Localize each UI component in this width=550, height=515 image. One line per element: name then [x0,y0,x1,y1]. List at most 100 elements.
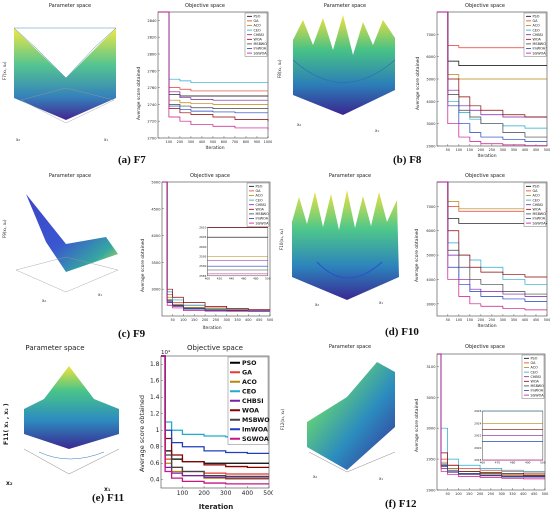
x-tick-label: 100 [177,490,189,497]
legend-label: GA [533,189,539,193]
objective-title: Objective space [465,173,505,179]
objective-ylabel: Average score obtained [415,398,420,452]
y-tick-label: 7000 [426,33,436,37]
surface-x1-label: x₁ [104,486,111,493]
x-tick-label: 150 [466,492,472,496]
inset-y-tick-label: 2600 [199,245,206,249]
objective-plot-f11: 0.4 0.6 0.8 1 1.2 1.4 1.6 1.8 100 200 300 400 500 10⁴… [150,349,273,497]
inset-x-tick-label: 460 [480,461,486,465]
y-tick-label: 0.6 [150,460,160,467]
y-tick-label: 5000 [426,254,436,258]
y-tick-label: 4000 [151,234,161,238]
legend-box [523,12,547,57]
panel-caption-f12: (f) F12 [385,498,417,510]
inset-box [207,227,269,277]
x-tick-label: 200 [477,492,483,496]
surface-plot-f8 [292,15,396,115]
series-line-sgwoa [162,181,270,312]
legend-label: CEO [256,198,264,202]
legend-label: MSBWO [533,42,547,46]
panel-f9: Parameter space F9(x₁, x₂) x₂ x₁ Objecti… [0,170,275,340]
legend-label: MSBWO [533,212,547,216]
x-tick-label: 300 [500,148,506,152]
panel-f7: Parameter space F7(x₁, x₂) x₂ x₁ Objecti… [0,0,275,170]
surface-x1-label: x₁ [379,300,383,305]
surface-x2-label: x₂ [16,137,20,142]
y-tick-label: 3050 [426,396,436,400]
y-tick-label: 1.8 [150,361,160,368]
legend-label: ACO [254,24,262,28]
series-line-imwoa [437,181,547,302]
x-tick-label: 400 [199,140,205,144]
legend-label: PSO [256,185,263,189]
panel-f8: Parameter space F8(x₁, x₂) x₂ x₁ Objecti… [275,0,550,170]
x-tick-label: 600 [221,140,227,144]
legend-label: MSBWO [531,384,545,388]
y-tick-label: 3100 [426,365,436,369]
x-tick-label: 500 [542,492,548,496]
surface-x2-label: x₂ [6,480,13,487]
x-tick-label: 300 [498,492,504,496]
x-tick-label: 200 [202,318,208,322]
surface-x2-label: x₂ [315,302,319,307]
series-line-ceo [437,181,547,285]
legend-label: WOA [242,407,259,414]
objective-plot-f10: 3000 4000 5000 6000 7000 50 100 150 200 250 300 350… [426,181,550,322]
surface-plot-f10 [292,190,399,300]
x-tick-label: 450 [256,318,262,322]
legend-label: PSO [242,360,257,367]
y-tick-label: 2000 [426,145,436,149]
y-tick-label: 4500 [151,207,161,211]
objective-xlabel: Iteration [477,324,497,329]
series-line-imwoa [437,353,545,478]
surface-zlabel: F11( x₁ , x₂ ) [3,403,10,445]
series-line-ga [437,353,545,473]
series-line-msbwo [437,11,547,138]
y-tick-label: 7000 [426,205,436,209]
x-tick-label: 100 [456,318,462,322]
x-tick-label: 200 [478,148,484,152]
x-tick-label: 500 [263,490,273,497]
x-tick-label: 500 [210,140,216,144]
y-tick-label: 5000 [426,78,436,82]
x-tick-label: 800 [243,140,249,144]
objective-xlabel: Iteration [198,503,234,511]
legend: PSO GA ACO CEO CHBSI WOA MSBWO ImWOA SGWOA [227,356,270,445]
surface-x1-label: x₁ [379,476,383,481]
y-tick-label: 6000 [426,229,436,233]
surface-zlabel: F10(x₁, x₂) [279,229,284,250]
surface-x1-label: x₁ [104,137,108,142]
x-tick-label: 300 [188,140,194,144]
x-tick-label: 200 [478,318,484,322]
inset-x-tick-label: 490 [525,461,531,465]
legend-box [521,354,545,399]
legend-label: CEO [531,370,539,374]
legend-label: SGWOA [254,51,268,55]
y-tick-label: 1.6 [150,377,160,384]
legend-label: WOA [531,380,540,384]
legend-label: CHBSI [254,33,264,37]
x-tick-label: 150 [467,148,473,152]
x-tick-label: 350 [234,318,240,322]
objective-plot-f12: 2900 2950 3000 3050 3100 50 100 150 200 250 300 350… [426,353,548,496]
legend-label: WOA [533,38,542,42]
inset-y-tick-label: 2610 [199,226,206,230]
legend-label: CHBSI [256,203,266,207]
y-tick-label: 2800 [147,53,157,57]
inset-x-tick-label: 470 [495,461,501,465]
inset-x-tick-label: 500 [265,276,271,280]
x-tick-label: 50 [446,318,450,322]
x-tick-label: 500 [267,318,273,322]
series-line-pso [162,181,270,311]
surface-x2-label: x₂ [313,474,317,479]
legend-label: ImWOA [531,389,544,393]
panel-caption-f11: (e) F11 [92,492,125,504]
legend-label: MSBWO [256,212,270,216]
x-tick-label: 150 [191,318,197,322]
y-tick-label: 4000 [426,278,436,282]
inset-y-tick-label: 2918 [474,458,481,462]
panel-caption-f9: (c) F9 [118,328,146,340]
x-tick-label: 400 [520,492,526,496]
surface-plot-f7 [13,27,117,124]
